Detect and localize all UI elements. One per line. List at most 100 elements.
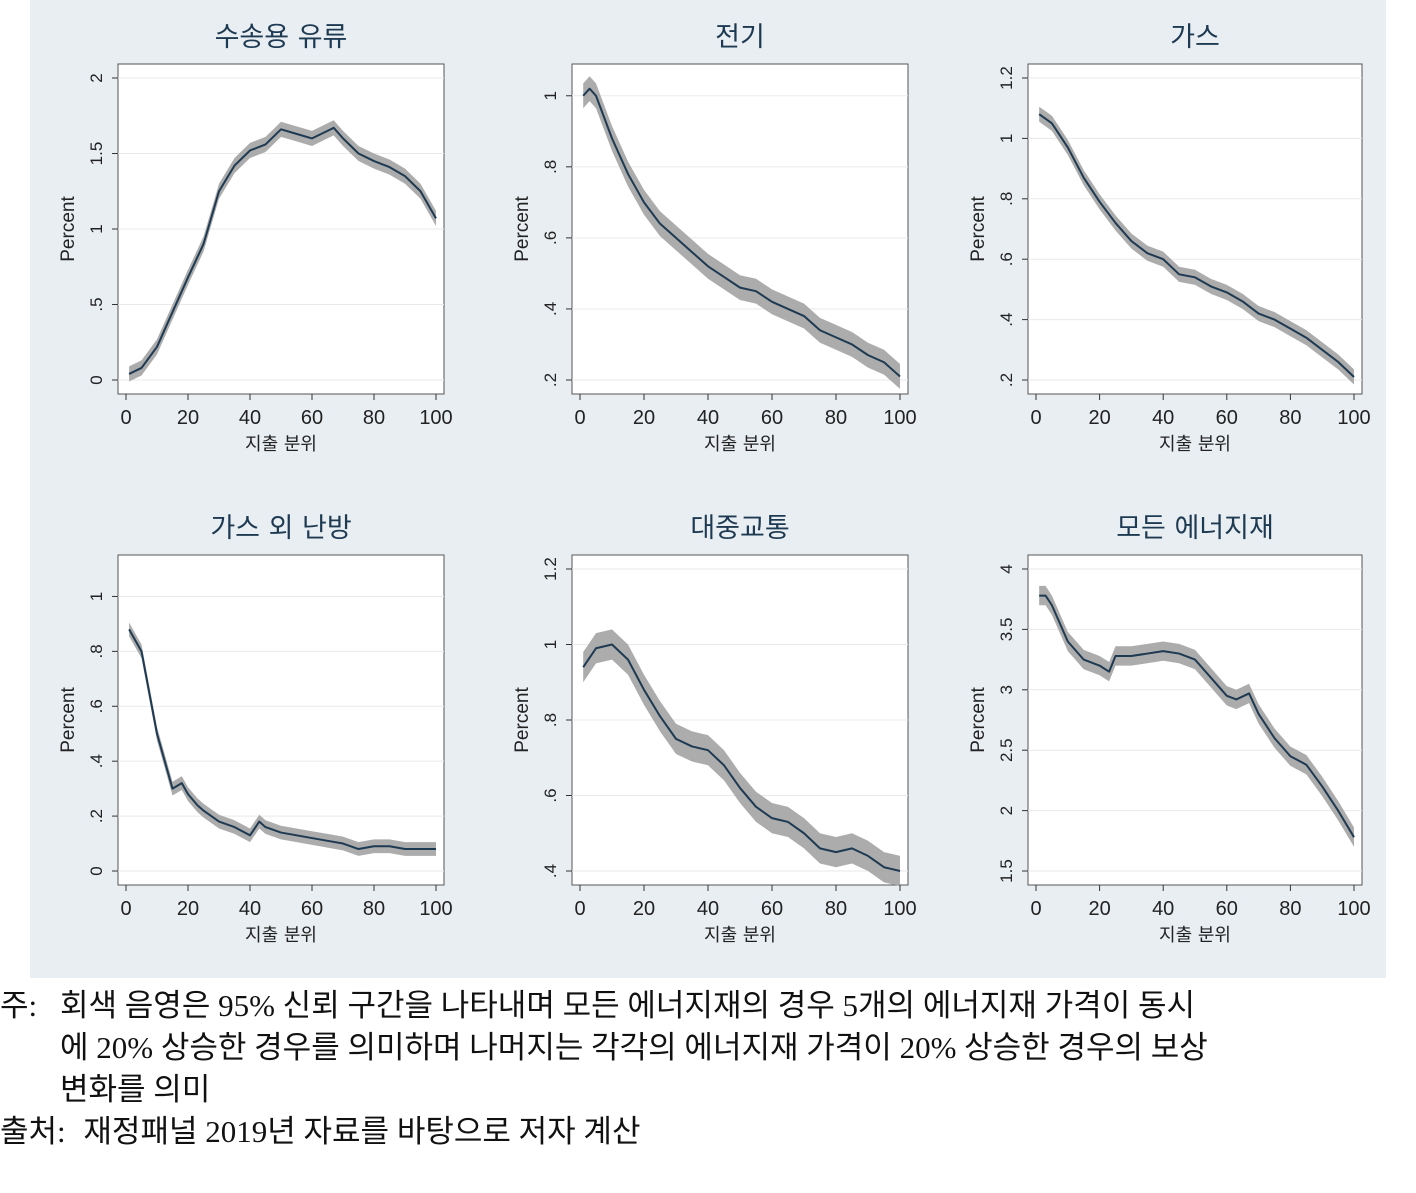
chart-title: 수송용 유류 (215, 22, 348, 53)
x-tick-label: 0 (120, 407, 131, 429)
x-axis-label: 지출 분위 (704, 925, 776, 946)
y-tick-label: 0 (87, 866, 106, 875)
x-tick-label: 60 (301, 898, 323, 920)
x-tick-label: 0 (1030, 407, 1041, 429)
x-tick-label: 20 (1088, 407, 1110, 429)
x-axis-label: 지출 분위 (245, 434, 317, 455)
y-tick-label: 1 (87, 592, 106, 601)
x-tick-label: 100 (883, 898, 916, 920)
x-axis-label: 지출 분위 (245, 925, 317, 946)
y-tick-label: .8 (87, 644, 106, 658)
y-axis-label: Percent (58, 687, 79, 753)
x-tick-label: 60 (1216, 898, 1238, 920)
y-tick-label: .5 (87, 297, 106, 311)
x-tick-label: 100 (419, 407, 452, 429)
x-tick-label: 60 (1216, 407, 1238, 429)
x-tick-label: 100 (1337, 898, 1370, 920)
chart-title: 전기 (715, 22, 765, 53)
x-tick-label: 40 (239, 407, 261, 429)
y-tick-label: .8 (997, 192, 1016, 206)
x-tick-label: 40 (239, 898, 261, 920)
y-tick-label: .2 (997, 373, 1016, 387)
x-tick-label: 60 (761, 407, 783, 429)
x-tick-label: 60 (301, 407, 323, 429)
x-tick-label: 20 (1088, 898, 1110, 920)
y-tick-label: .4 (541, 302, 560, 316)
x-axis-label: 지출 분위 (704, 434, 776, 455)
x-tick-label: 0 (1030, 898, 1041, 920)
y-tick-label: 2.5 (997, 738, 1016, 762)
x-tick-label: 20 (177, 898, 199, 920)
y-tick-label: 1.2 (997, 66, 1016, 90)
x-tick-label: 100 (419, 898, 452, 920)
note-line-1: 회색 음영은 95% 신뢰 구간을 나타내며 모든 에너지재의 경우 5개의 에… (60, 988, 1196, 1023)
x-tick-label: 80 (825, 407, 847, 429)
chart-title: 가스 외 난방 (210, 513, 351, 544)
x-axis-label: 지출 분위 (1159, 925, 1231, 946)
confidence-band (583, 629, 900, 887)
series-line (1038, 113, 1355, 378)
note-line-2: 에 20% 상승한 경우를 의미하며 나머지는 각각의 에너지재 가격이 20%… (60, 1030, 1208, 1065)
y-tick-label: .6 (541, 788, 560, 802)
y-tick-label: 2 (997, 806, 1016, 815)
y-tick-label: .8 (541, 713, 560, 727)
y-tick-label: 3.5 (997, 618, 1016, 642)
x-tick-label: 20 (633, 898, 655, 920)
confidence-band (1039, 106, 1354, 385)
figure-panel: 0.5 1 1.5 2 0 20 40 60 80 100 수송용 유류 지출 분위 Percent .2… (30, 0, 1386, 978)
y-tick-label: .6 (997, 252, 1016, 266)
series-line (128, 628, 436, 851)
x-tick-label: 80 (363, 407, 385, 429)
x-tick-label: 40 (697, 898, 719, 920)
y-tick-label: .4 (997, 313, 1016, 327)
x-tick-label: 80 (1279, 407, 1301, 429)
plot-area (1027, 554, 1363, 886)
y-axis-label: Percent (512, 196, 533, 262)
x-tick-label: 0 (574, 898, 585, 920)
y-axis-label: Percent (512, 687, 533, 753)
y-tick-label: .2 (541, 373, 560, 387)
x-tick-label: 40 (1152, 407, 1174, 429)
x-tick-label: 100 (883, 407, 916, 429)
note-row-1: 주: 회색 음영은 95% 신뢰 구간을 나타내며 모든 에너지재의 경우 5개… (0, 985, 1195, 1027)
x-tick-label: 20 (177, 407, 199, 429)
y-tick-label: 1.5 (997, 859, 1016, 883)
y-axis-label: Percent (58, 196, 79, 262)
y-tick-label: 1 (541, 640, 560, 649)
x-tick-label: 0 (120, 898, 131, 920)
y-axis-label: Percent (968, 687, 989, 753)
y-axis-label: Percent (968, 196, 989, 262)
series-line (128, 126, 437, 375)
chart-title: 모든 에너지재 (1116, 513, 1274, 544)
source-text: 재정패널 2019년 자료를 바탕으로 저자 계산 (83, 1114, 641, 1149)
y-tick-label: 3 (997, 685, 1016, 694)
x-tick-label: 0 (574, 407, 585, 429)
chart-title: 대중교통 (690, 513, 789, 544)
y-tick-label: .2 (87, 809, 106, 823)
note-line-3: 변화를 의미 (60, 1072, 211, 1107)
y-tick-label: .6 (87, 699, 106, 713)
x-tick-label: 80 (1279, 898, 1301, 920)
y-tick-label: 0 (87, 375, 106, 384)
y-tick-label: 1.2 (541, 557, 560, 581)
series-line (582, 643, 901, 872)
y-tick-label: .6 (541, 231, 560, 245)
x-tick-label: 60 (761, 898, 783, 920)
x-tick-label: 80 (363, 898, 385, 920)
y-tick-label: .8 (541, 160, 560, 174)
y-tick-label: 4 (997, 564, 1016, 573)
x-tick-label: 100 (1337, 407, 1370, 429)
x-tick-label: 80 (825, 898, 847, 920)
confidence-band (583, 76, 900, 389)
source-row: 출처: 재정패널 2019년 자료를 바탕으로 저자 계산 (0, 1111, 640, 1153)
note-label: 주: (0, 988, 38, 1023)
chart-title: 가스 (1170, 22, 1220, 53)
y-tick-label: 1 (87, 224, 106, 233)
